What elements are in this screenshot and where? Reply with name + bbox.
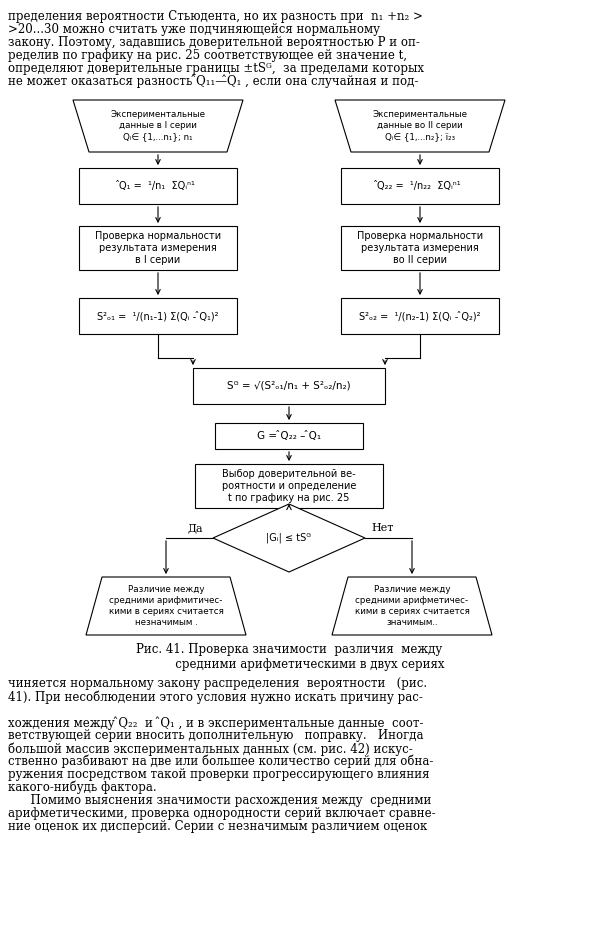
Text: ветствующей серии вносить дополнительную   поправку.   Иногда: ветствующей серии вносить дополнительную… bbox=[8, 729, 424, 742]
Bar bbox=[193, 368, 385, 404]
Polygon shape bbox=[332, 577, 492, 635]
Text: хождения между ̂Q₂₂  и  ̂Q₁ , и в экспериментальные данные  соот-: хождения между ̂Q₂₂ и ̂Q₁ , и в эксперим… bbox=[8, 716, 424, 730]
Text: >20...30 можно считать уже подчиняющейся нормальному: >20...30 можно считать уже подчиняющейся… bbox=[8, 23, 380, 36]
Bar bbox=[79, 298, 237, 334]
Bar bbox=[341, 226, 499, 270]
Text: арифметическими, проверка однородности серий включает сравне-: арифметическими, проверка однородности с… bbox=[8, 807, 435, 820]
Text: закону. Поэтому, задавшись доверительной вероятностью P и оп-: закону. Поэтому, задавшись доверительной… bbox=[8, 36, 420, 49]
Polygon shape bbox=[73, 100, 243, 152]
Bar bbox=[195, 464, 383, 508]
Text: Да: Да bbox=[187, 523, 203, 533]
Text: не может оказаться разность ̂Q₁₁—̂Q₁ , если она случайная и под-: не может оказаться разность ̂Q₁₁—̂Q₁ , е… bbox=[8, 75, 418, 89]
Text: ̂Q₁ =  ¹/n₁  ΣQᵢⁿ¹: ̂Q₁ = ¹/n₁ ΣQᵢⁿ¹ bbox=[120, 181, 196, 191]
Text: чиняется нормальному закону распределения  вероятности   (рис.: чиняется нормальному закону распределени… bbox=[8, 677, 427, 690]
Bar bbox=[341, 168, 499, 204]
Text: большой массив экспериментальных данных (см. рис. 42) искус-: большой массив экспериментальных данных … bbox=[8, 742, 413, 756]
Text: определяют доверительные границы ±tSᴳ,  за пределами которых: определяют доверительные границы ±tSᴳ, з… bbox=[8, 62, 424, 75]
Text: Рис. 41. Проверка значимости  различия  между
           средними арифметическим: Рис. 41. Проверка значимости различия ме… bbox=[134, 643, 444, 671]
Polygon shape bbox=[86, 577, 246, 635]
Bar bbox=[215, 423, 363, 449]
Text: |Gᵢ| ≤ tSᴳ: |Gᵢ| ≤ tSᴳ bbox=[267, 532, 312, 544]
Polygon shape bbox=[213, 504, 365, 572]
Text: S²ₒ₁ =  ¹/(n₁-1) Σ(Qᵢ - ̂Q₁)²: S²ₒ₁ = ¹/(n₁-1) Σ(Qᵢ - ̂Q₁)² bbox=[97, 311, 219, 321]
Bar bbox=[79, 226, 237, 270]
Text: какого-нибудь фактора.: какого-нибудь фактора. bbox=[8, 781, 156, 795]
Text: Проверка нормальности
результата измерения
во II серии: Проверка нормальности результата измерен… bbox=[357, 231, 483, 266]
Text: Различие между
средними арифметичес-
кими в сериях считается
значимым..: Различие между средними арифметичес- ким… bbox=[355, 585, 470, 627]
Polygon shape bbox=[335, 100, 505, 152]
Text: Помимо выяснения значимости расхождения между  средними: Помимо выяснения значимости расхождения … bbox=[8, 794, 431, 807]
Text: Выбор доверительной ве-
роятности и определение
t по графику на рис. 25: Выбор доверительной ве- роятности и опре… bbox=[222, 469, 356, 504]
Text: 41). При несоблюдении этого условия нужно искать причину рас-: 41). При несоблюдении этого условия нужн… bbox=[8, 690, 423, 704]
Text: ружения посредством такой проверки прогрессирующего влияния: ружения посредством такой проверки прогр… bbox=[8, 768, 430, 781]
Text: Проверка нормальности
результата измерения
в I серии: Проверка нормальности результата измерен… bbox=[95, 231, 221, 266]
Text: Нет: Нет bbox=[372, 523, 394, 533]
Text: ственно разбивают на две или большее количество серий для обна-: ственно разбивают на две или большее кол… bbox=[8, 755, 434, 769]
Bar bbox=[79, 168, 237, 204]
Text: ние оценок их дисперсий. Серии с незначимым различием оценок: ние оценок их дисперсий. Серии с незначи… bbox=[8, 820, 427, 833]
Text: пределения вероятности Стьюдента, но их разность при  n₁ +n₂ >: пределения вероятности Стьюдента, но их … bbox=[8, 10, 423, 23]
Text: S²ₒ₂ =  ¹/(n₂-1) Σ(Qᵢ - ̂Q₂)²: S²ₒ₂ = ¹/(n₂-1) Σ(Qᵢ - ̂Q₂)² bbox=[359, 311, 481, 321]
Text: ределив по графику на рис. 25 соответствующее ей значение t,: ределив по графику на рис. 25 соответств… bbox=[8, 49, 407, 62]
Text: Экспериментальные
данные во II серии
Qᵢ∈ {1,...n₂}; ї₂₃: Экспериментальные данные во II серии Qᵢ∈… bbox=[372, 110, 467, 142]
Text: Экспериментальные
данные в I серии
Qᵢ∈ {1,...n₁}; n₁: Экспериментальные данные в I серии Qᵢ∈ {… bbox=[110, 110, 205, 142]
Bar bbox=[341, 298, 499, 334]
Text: G = ̂Q₂₂ – ̂Q₁: G = ̂Q₂₂ – ̂Q₁ bbox=[257, 431, 321, 441]
Text: ̂Q₂₂ =  ¹/n₂₂  ΣQᵢⁿ¹: ̂Q₂₂ = ¹/n₂₂ ΣQᵢⁿ¹ bbox=[378, 181, 462, 191]
Text: Различие между
средними арифмитичес-
кими в сериях считается
незначимым .: Различие между средними арифмитичес- ким… bbox=[109, 585, 224, 627]
Text: Sᴳ = √(S²ₒ₁/n₁ + S²ₒ₂/n₂): Sᴳ = √(S²ₒ₁/n₁ + S²ₒ₂/n₂) bbox=[227, 381, 351, 391]
